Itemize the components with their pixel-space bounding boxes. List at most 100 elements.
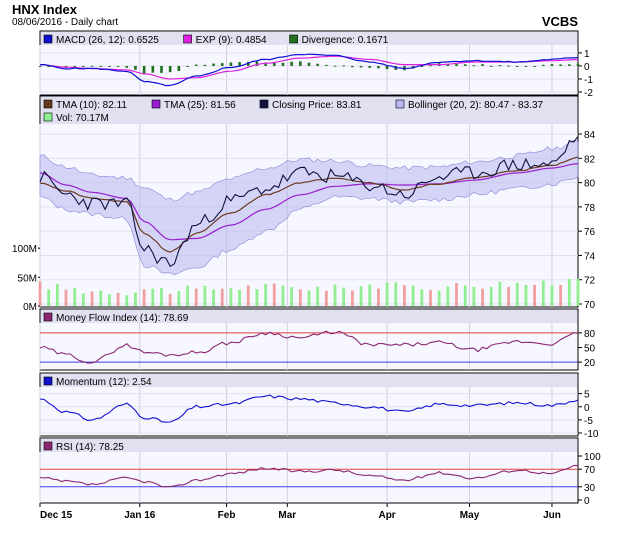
divergence-bar — [524, 65, 528, 67]
volume-bar — [429, 289, 432, 306]
volume-bar — [298, 289, 302, 306]
volume-bar — [437, 290, 441, 306]
volume-bar — [324, 290, 328, 306]
volume-bar — [116, 292, 120, 306]
volume-bar — [47, 289, 51, 306]
divergence-bar — [359, 65, 363, 68]
volume-bar — [550, 285, 554, 306]
macd-line — [39, 53, 579, 87]
volume-bar — [99, 290, 103, 306]
rsi-ytick-label: 30 — [584, 483, 596, 494]
volume-bar — [90, 291, 94, 306]
macd-legend-label: MACD (26, 12): 0.6525 — [56, 35, 159, 46]
volume-bar — [246, 285, 250, 306]
divergence-bar — [168, 65, 172, 73]
exp-line — [39, 55, 578, 80]
mfi-ytick-label: 80 — [584, 329, 596, 340]
chart-title: HNX Index — [12, 2, 78, 17]
divergence-bar — [472, 65, 476, 67]
volume-bar — [81, 293, 85, 306]
volume-bar — [377, 288, 380, 306]
tma10-line — [39, 156, 579, 253]
divergence-bar — [108, 65, 111, 67]
rsi-ytick-label: 100 — [584, 452, 601, 463]
volume-bar — [411, 285, 415, 306]
volume-bar — [420, 289, 424, 306]
divergence-bar — [455, 64, 458, 66]
divergence-bar — [342, 65, 346, 67]
volume-bar — [515, 282, 519, 306]
price-ytick-label: 84 — [584, 130, 596, 141]
divergence-bar — [125, 65, 129, 68]
divergence-bar — [463, 64, 467, 66]
volume-bar — [498, 281, 502, 306]
mfi-legend-label: Money Flow Index (14): 78.69 — [56, 313, 189, 324]
volume-bar — [507, 286, 510, 306]
price-legend-label: Vol: 70.17M — [56, 113, 109, 124]
volume-bar — [350, 290, 354, 306]
divergence-bar — [229, 62, 233, 66]
volume-bar — [168, 294, 172, 306]
x-axis-label: Dec 15 — [40, 510, 73, 521]
divergence-bar — [290, 61, 293, 66]
volume-bar — [272, 283, 276, 306]
volume-bar — [108, 294, 111, 306]
volume-bar — [524, 284, 528, 306]
volume-bar — [403, 285, 406, 306]
divergence-bar — [507, 65, 510, 67]
momentum-line — [39, 394, 579, 423]
price-ytick-label: 76 — [584, 227, 596, 238]
macd-ytick-label: 1 — [584, 49, 590, 60]
divergence-bar — [411, 65, 415, 69]
divergence-bar — [307, 62, 311, 66]
volume-bar — [142, 289, 146, 306]
x-axis-label: Mar — [278, 510, 296, 521]
momentum-legend-label: Momentum (12): 2.54 — [56, 377, 152, 388]
divergence-bar — [160, 65, 163, 73]
divergence-bar — [238, 62, 241, 66]
divergence-bar — [368, 65, 372, 68]
price-ytick-label: 80 — [584, 179, 596, 190]
divergence-bar — [203, 64, 207, 66]
divergence-bar — [429, 65, 432, 67]
price-ytick-label: 70 — [584, 300, 596, 311]
mfi-legend-bg — [41, 310, 577, 323]
volume-bar — [220, 288, 224, 306]
volume-bar — [255, 289, 259, 306]
macd-legend-swatch — [43, 34, 53, 44]
divergence-bar — [134, 65, 137, 70]
divergence-bar — [281, 62, 285, 66]
price-legend-label: TMA (25): 81.56 — [164, 100, 236, 111]
momentum-legend-bg — [41, 374, 577, 387]
divergence-bar — [559, 64, 562, 66]
divergence-bar — [351, 65, 354, 68]
volume-bar — [446, 286, 450, 306]
volume-bar — [567, 278, 571, 306]
x-axis-label: Apr — [378, 510, 395, 521]
x-axis-label: Feb — [218, 510, 236, 521]
divergence-bar — [255, 61, 259, 66]
divergence-bar — [550, 64, 554, 66]
volume-bar — [489, 286, 493, 306]
divergence-bar — [212, 63, 215, 66]
x-axis-label: Jun — [543, 510, 561, 521]
divergence-bar — [420, 65, 424, 67]
price-legend-label: Closing Price: 83.81 — [272, 100, 362, 111]
volume-bar — [307, 290, 311, 306]
divergence-bar — [142, 65, 146, 75]
volume-bar — [463, 285, 467, 306]
divergence-bar — [38, 65, 42, 67]
macd-legend-swatch — [183, 34, 192, 44]
divergence-bar — [151, 65, 155, 73]
divergence-bar — [264, 62, 267, 66]
divergence-bar — [73, 65, 77, 67]
volume-bar — [394, 282, 398, 306]
volume-tick-label: 100M — [12, 244, 37, 255]
mfi-legend-swatch — [43, 312, 53, 322]
macd-ytick-label: -2 — [584, 88, 593, 99]
volume-bar — [73, 288, 77, 306]
volume-bar — [472, 286, 476, 306]
price-ytick-label: 82 — [584, 154, 596, 165]
price-legend-swatch — [395, 99, 405, 109]
